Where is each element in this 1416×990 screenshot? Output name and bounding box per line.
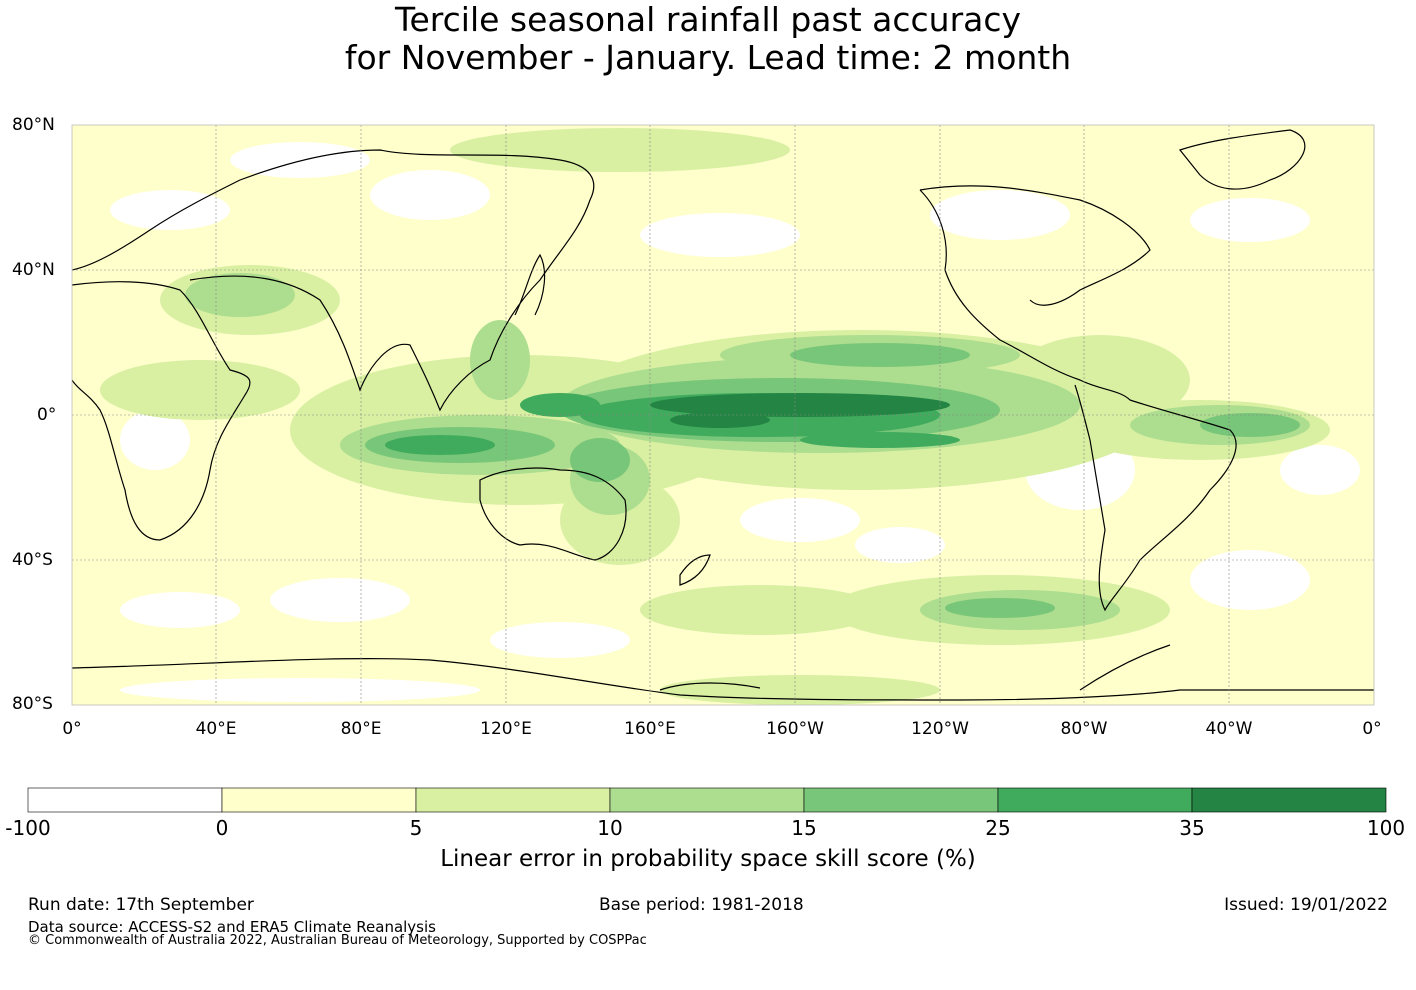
lat-label-0: 0° — [37, 405, 57, 425]
lat-label-40n: 40°N — [12, 260, 55, 280]
lon-label-40w: 40°W — [1205, 719, 1253, 739]
colorbar-segment — [803, 787, 999, 813]
graticule — [72, 125, 1374, 705]
issued-date: Issued: 19/01/2022 — [1224, 895, 1388, 915]
map-field — [72, 125, 1374, 705]
lat-label-40s: 40°S — [12, 550, 53, 570]
colorbar-tick-label: 0 — [215, 816, 229, 840]
lon-label-120e: 120°E — [480, 719, 532, 739]
colorbar-title: Linear error in probability space skill … — [440, 846, 976, 872]
data-source: Data source: ACCESS-S2 and ERA5 Climate … — [28, 918, 436, 936]
colorbar-tick-label: 100 — [1366, 816, 1406, 840]
colorbar-tick-label: 5 — [409, 816, 423, 840]
colorbar-tick-label: -100 — [5, 816, 51, 840]
colorbar-segment — [27, 787, 223, 813]
title-line-1: Tercile seasonal rainfall past accuracy — [394, 0, 1022, 39]
base-period: Base period: 1981-2018 — [599, 895, 804, 915]
colorbar-segment — [997, 787, 1193, 813]
map-frame — [71, 124, 1375, 706]
coastlines — [72, 129, 1374, 701]
colorbar-tick-label: 35 — [1179, 816, 1205, 840]
lat-label-80s: 80°S — [12, 694, 53, 714]
lon-label-0: 0° — [62, 719, 82, 739]
title-line-2: for November - January. Lead time: 2 mon… — [344, 38, 1072, 77]
lon-label-160w: 160°W — [766, 719, 824, 739]
colorbar-segment — [415, 787, 611, 813]
colorbar-segment — [1191, 787, 1387, 813]
lon-label-40e: 40°E — [195, 719, 237, 739]
colorbar-segment — [609, 787, 805, 813]
lon-label-80w: 80°W — [1060, 719, 1108, 739]
skill-35-100 — [650, 393, 950, 428]
colorbar-tick-label: 10 — [597, 816, 623, 840]
lat-label-80n: 80°N — [12, 115, 55, 135]
run-date: Run date: 17th September — [28, 895, 254, 915]
lon-label-80e: 80°E — [340, 719, 382, 739]
lon-label-120w: 120°W — [911, 719, 969, 739]
colorbar — [27, 787, 1387, 813]
lon-label-160e: 160°E — [624, 719, 676, 739]
colorbar-segment — [221, 787, 417, 813]
copyright: © Commonwealth of Australia 2022, Austra… — [28, 933, 647, 948]
chart-title: Tercile seasonal rainfall past accuracy … — [0, 0, 1416, 77]
colorbar-tick-label: 25 — [985, 816, 1011, 840]
lon-label-0-right: 0° — [1362, 719, 1382, 739]
colorbar-tick-label: 15 — [791, 816, 817, 840]
